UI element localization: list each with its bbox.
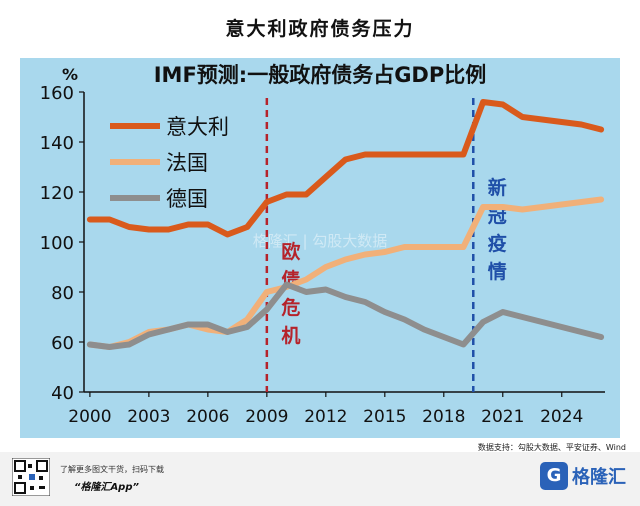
footer-app-name: “格隆汇App” — [74, 482, 139, 493]
footer-promo: 了解更多图文干货，扫码下载 — [60, 465, 164, 474]
chart-panel: IMF预测:一般政府债务占GDP比例格隆汇 | 勾股大数据% 40 60 80 100 1… — [20, 58, 620, 438]
qr-code-icon[interactable] — [12, 458, 50, 496]
y-tick-label: 100 — [40, 233, 74, 254]
y-tick-label: 80 — [51, 283, 74, 304]
series-line-意大利 — [86, 99, 605, 238]
brand-logo-icon: G — [540, 462, 568, 490]
event-label: 欧债危机 — [281, 240, 300, 347]
x-tick-label: 2018 — [422, 407, 465, 427]
x-tick-label: 2021 — [481, 407, 524, 427]
x-tick-label: 2009 — [245, 407, 288, 427]
watermark-text: 格隆汇 | 勾股大数据 — [253, 232, 388, 250]
y-tick-label: 120 — [40, 183, 74, 204]
footer-bar — [0, 452, 640, 506]
source-note: 数据支持：勾股大数据、平安证券、Wind — [477, 443, 626, 452]
x-tick-label: 2024 — [540, 407, 583, 427]
event-label: 新冠疫情 — [488, 176, 507, 283]
legend-label: 意大利 — [166, 115, 229, 139]
legend-label: 法国 — [166, 151, 208, 175]
x-tick-label: 2015 — [363, 407, 406, 427]
x-tick-label: 2006 — [186, 407, 229, 427]
x-tick-label: 2012 — [304, 407, 347, 427]
series-line-德国 — [86, 281, 605, 350]
series-line-法国 — [86, 196, 605, 350]
page-title: 意大利政府债务压力 — [225, 18, 415, 40]
x-tick-label: 2000 — [68, 407, 111, 427]
y-tick-label: 40 — [51, 383, 74, 404]
brand-logo: G 格隆汇 — [540, 462, 626, 490]
y-tick-label: 160 — [40, 83, 74, 104]
legend-label: 德国 — [166, 187, 208, 211]
y-tick-label: 60 — [51, 333, 74, 354]
x-tick-label: 2003 — [127, 407, 170, 427]
chart-title: IMF预测:一般政府债务占GDP比例 — [154, 63, 487, 87]
brand-name: 格隆汇 — [572, 467, 626, 488]
y-tick-label: 140 — [40, 133, 74, 154]
y-axis-unit: % — [62, 65, 78, 84]
